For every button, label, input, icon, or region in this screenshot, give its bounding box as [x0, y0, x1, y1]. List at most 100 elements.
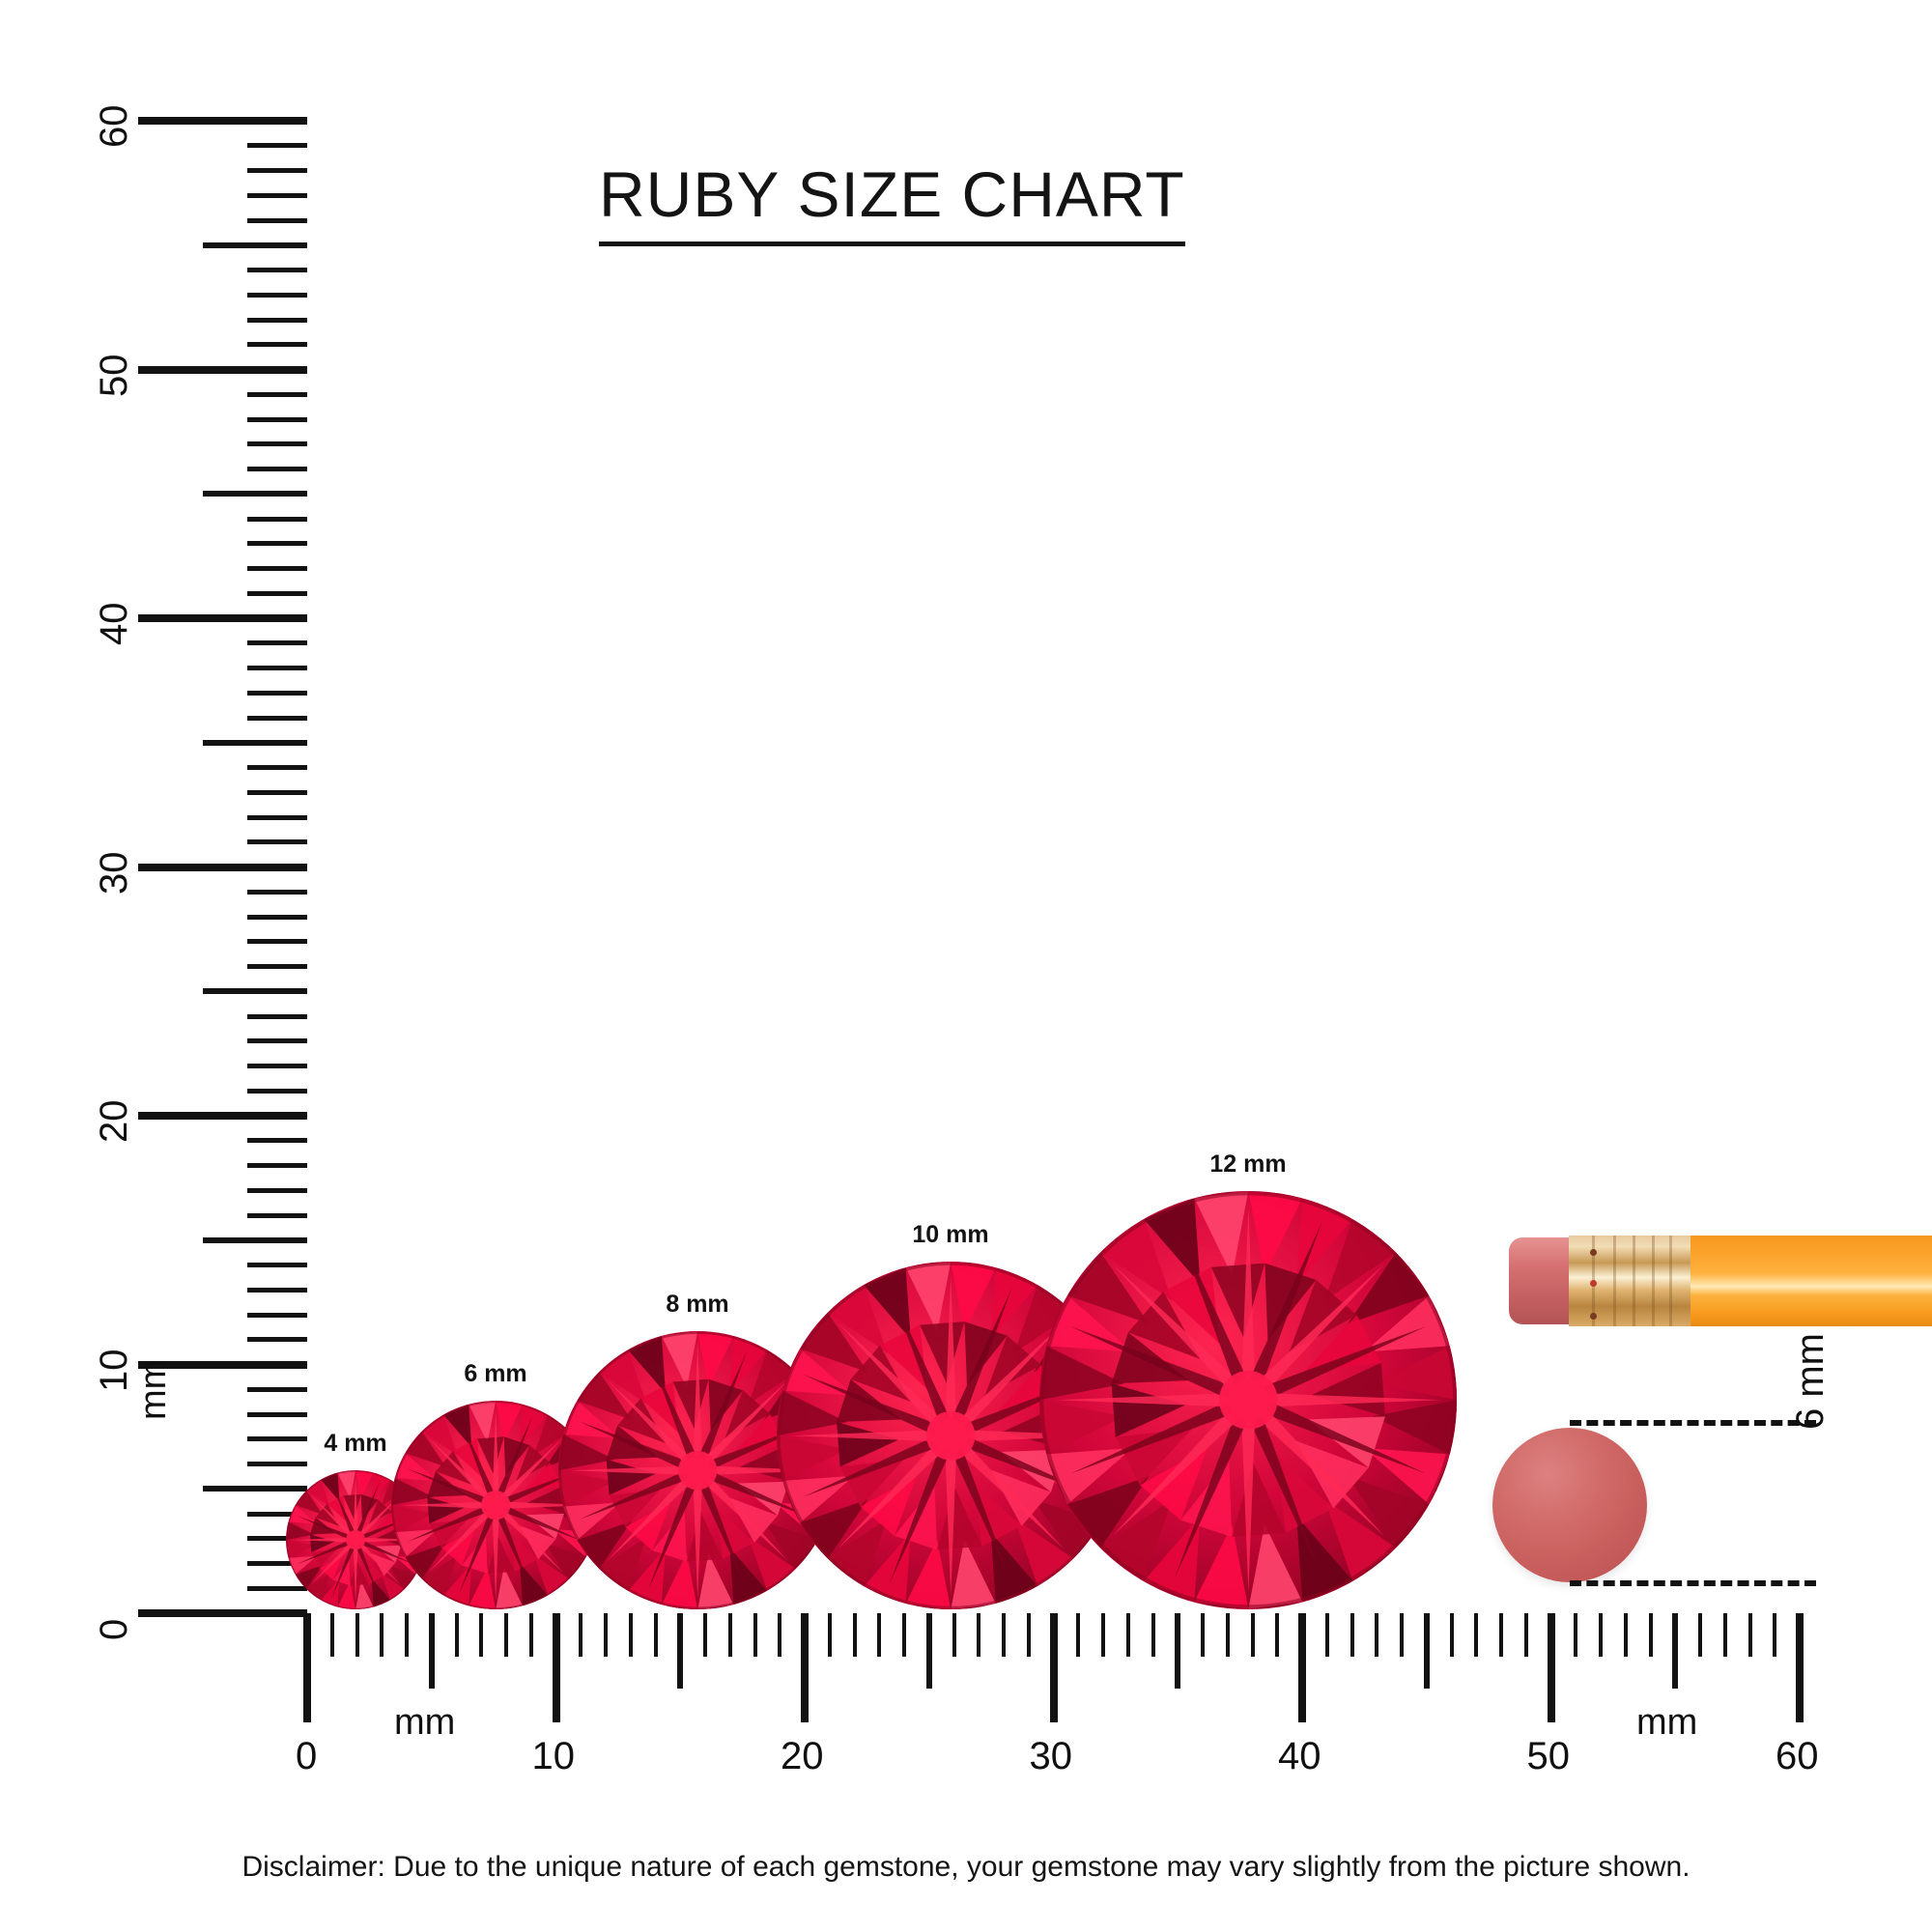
vruler-minor-tick: [247, 715, 307, 721]
pencil-body: [1690, 1236, 1932, 1326]
vruler-mid-tick: [203, 491, 307, 497]
vruler-minor-tick: [247, 391, 307, 397]
hruler-minor-tick: [454, 1613, 459, 1657]
hruler-minor-tick: [1499, 1613, 1503, 1657]
vruler-label-60: 60: [93, 104, 135, 149]
vruler-minor-tick: [247, 914, 307, 920]
vruler-minor-tick: [247, 1436, 307, 1442]
gem-label-10mm: 10 mm: [912, 1220, 989, 1248]
hruler-minor-tick: [1574, 1613, 1578, 1657]
hruler-minor-tick: [604, 1613, 608, 1657]
vruler-minor-tick: [247, 1386, 307, 1392]
vruler-major-tick: [138, 1360, 307, 1369]
hruler-minor-tick: [1275, 1613, 1280, 1657]
vruler-minor-tick: [247, 1088, 307, 1094]
pencil-ferrule: [1569, 1236, 1692, 1326]
vruler-minor-tick: [247, 1064, 307, 1068]
hruler-mid-tick: [677, 1613, 684, 1689]
vruler-minor-tick: [247, 1337, 307, 1343]
hruler-major-tick: [1049, 1613, 1058, 1722]
hruler-minor-tick: [1648, 1613, 1653, 1657]
pencil-eraser: [1509, 1237, 1573, 1324]
vruler-minor-tick: [247, 1212, 307, 1218]
vruler-minor-tick: [247, 839, 307, 845]
hruler-label-10: 10: [531, 1735, 576, 1777]
hruler-minor-tick: [703, 1613, 707, 1657]
vruler-minor-tick: [247, 1013, 307, 1019]
hruler-minor-tick: [1101, 1613, 1105, 1657]
vruler-minor-tick: [247, 317, 307, 323]
vruler-minor-tick: [247, 1462, 307, 1466]
vruler-minor-tick: [247, 1312, 307, 1318]
vruler-mid-tick: [203, 242, 307, 248]
vruler-minor-tick: [247, 1536, 307, 1542]
vruler-major-tick: [138, 1112, 307, 1120]
vruler-minor-tick: [247, 1187, 307, 1193]
hruler-minor-tick: [1474, 1613, 1479, 1657]
dimension-line-top: [1570, 1420, 1816, 1426]
vruler-minor-tick: [247, 1411, 307, 1417]
hruler-minor-tick: [1324, 1613, 1329, 1657]
vruler-mid-tick: [203, 988, 307, 995]
hruler-minor-tick: [1076, 1613, 1081, 1657]
vruler-minor-tick: [247, 889, 307, 895]
hruler-minor-tick: [1350, 1613, 1354, 1657]
vruler-label-20: 20: [93, 1099, 135, 1144]
hruler-label-50: 50: [1526, 1735, 1571, 1777]
hruler-minor-tick: [528, 1613, 533, 1657]
hruler-minor-tick: [1773, 1613, 1777, 1657]
vruler-minor-tick: [247, 690, 307, 696]
hruler-label-40: 40: [1278, 1735, 1321, 1777]
hruler-minor-tick: [1375, 1613, 1379, 1657]
hruler-minor-tick: [1747, 1613, 1752, 1657]
vruler-minor-tick: [247, 1511, 307, 1517]
hruler-minor-tick: [778, 1613, 782, 1657]
vruler-minor-tick: [247, 192, 307, 198]
hruler-minor-tick: [1151, 1613, 1155, 1657]
hruler-minor-tick: [479, 1613, 484, 1657]
hruler-minor-tick: [405, 1613, 409, 1657]
hruler-mid-tick: [428, 1613, 435, 1689]
hruler-minor-tick: [902, 1613, 906, 1657]
vruler-minor-tick: [247, 939, 307, 945]
gem-label-6mm: 6 mm: [464, 1359, 527, 1387]
hruler-minor-tick: [1125, 1613, 1130, 1657]
vruler-mid-tick: [203, 739, 307, 746]
pencil: [1509, 1224, 1932, 1338]
hruler-minor-tick: [504, 1613, 508, 1657]
hruler-minor-tick: [1623, 1613, 1628, 1657]
hruler-minor-tick: [628, 1613, 633, 1657]
hruler-major-tick: [552, 1613, 560, 1722]
vruler-mid-tick: [203, 1236, 307, 1243]
page-title: RUBY SIZE CHART: [599, 162, 1185, 246]
eraser-dimension-label: 6 mm: [1789, 1333, 1832, 1430]
vruler-minor-tick: [247, 1038, 307, 1044]
hruler-mid-tick: [1175, 1613, 1181, 1689]
vruler-minor-tick: [247, 1561, 307, 1566]
hruler-minor-tick: [355, 1613, 359, 1657]
vertical-ruler-unit-label: mm: [133, 1358, 174, 1420]
hruler-label-60: 60: [1776, 1735, 1819, 1777]
vruler-label-0: 0: [93, 1618, 135, 1640]
hruler-minor-tick: [1722, 1613, 1727, 1657]
hruler-major-tick: [1796, 1613, 1804, 1722]
vruler-minor-tick: [247, 1585, 307, 1591]
vruler-minor-tick: [247, 143, 307, 149]
hruler-minor-tick: [1002, 1613, 1006, 1657]
hruler-minor-tick: [1201, 1613, 1205, 1657]
hruler-minor-tick: [827, 1613, 832, 1657]
vruler-label-40: 40: [93, 602, 135, 646]
vruler-minor-tick: [247, 416, 307, 422]
vruler-minor-tick: [247, 168, 307, 173]
vruler-label-50: 50: [93, 354, 135, 397]
vruler-minor-tick: [247, 541, 307, 547]
hruler-mid-tick: [1672, 1613, 1679, 1689]
hruler-minor-tick: [1225, 1613, 1230, 1657]
hruler-minor-tick: [727, 1613, 732, 1657]
gem-label-4mm: 4 mm: [324, 1429, 387, 1457]
vruler-minor-tick: [247, 640, 307, 646]
disclaimer-text: Disclaimer: Due to the unique nature of …: [242, 1851, 1690, 1883]
vruler-minor-tick: [247, 342, 307, 348]
hruler-minor-tick: [852, 1613, 857, 1657]
